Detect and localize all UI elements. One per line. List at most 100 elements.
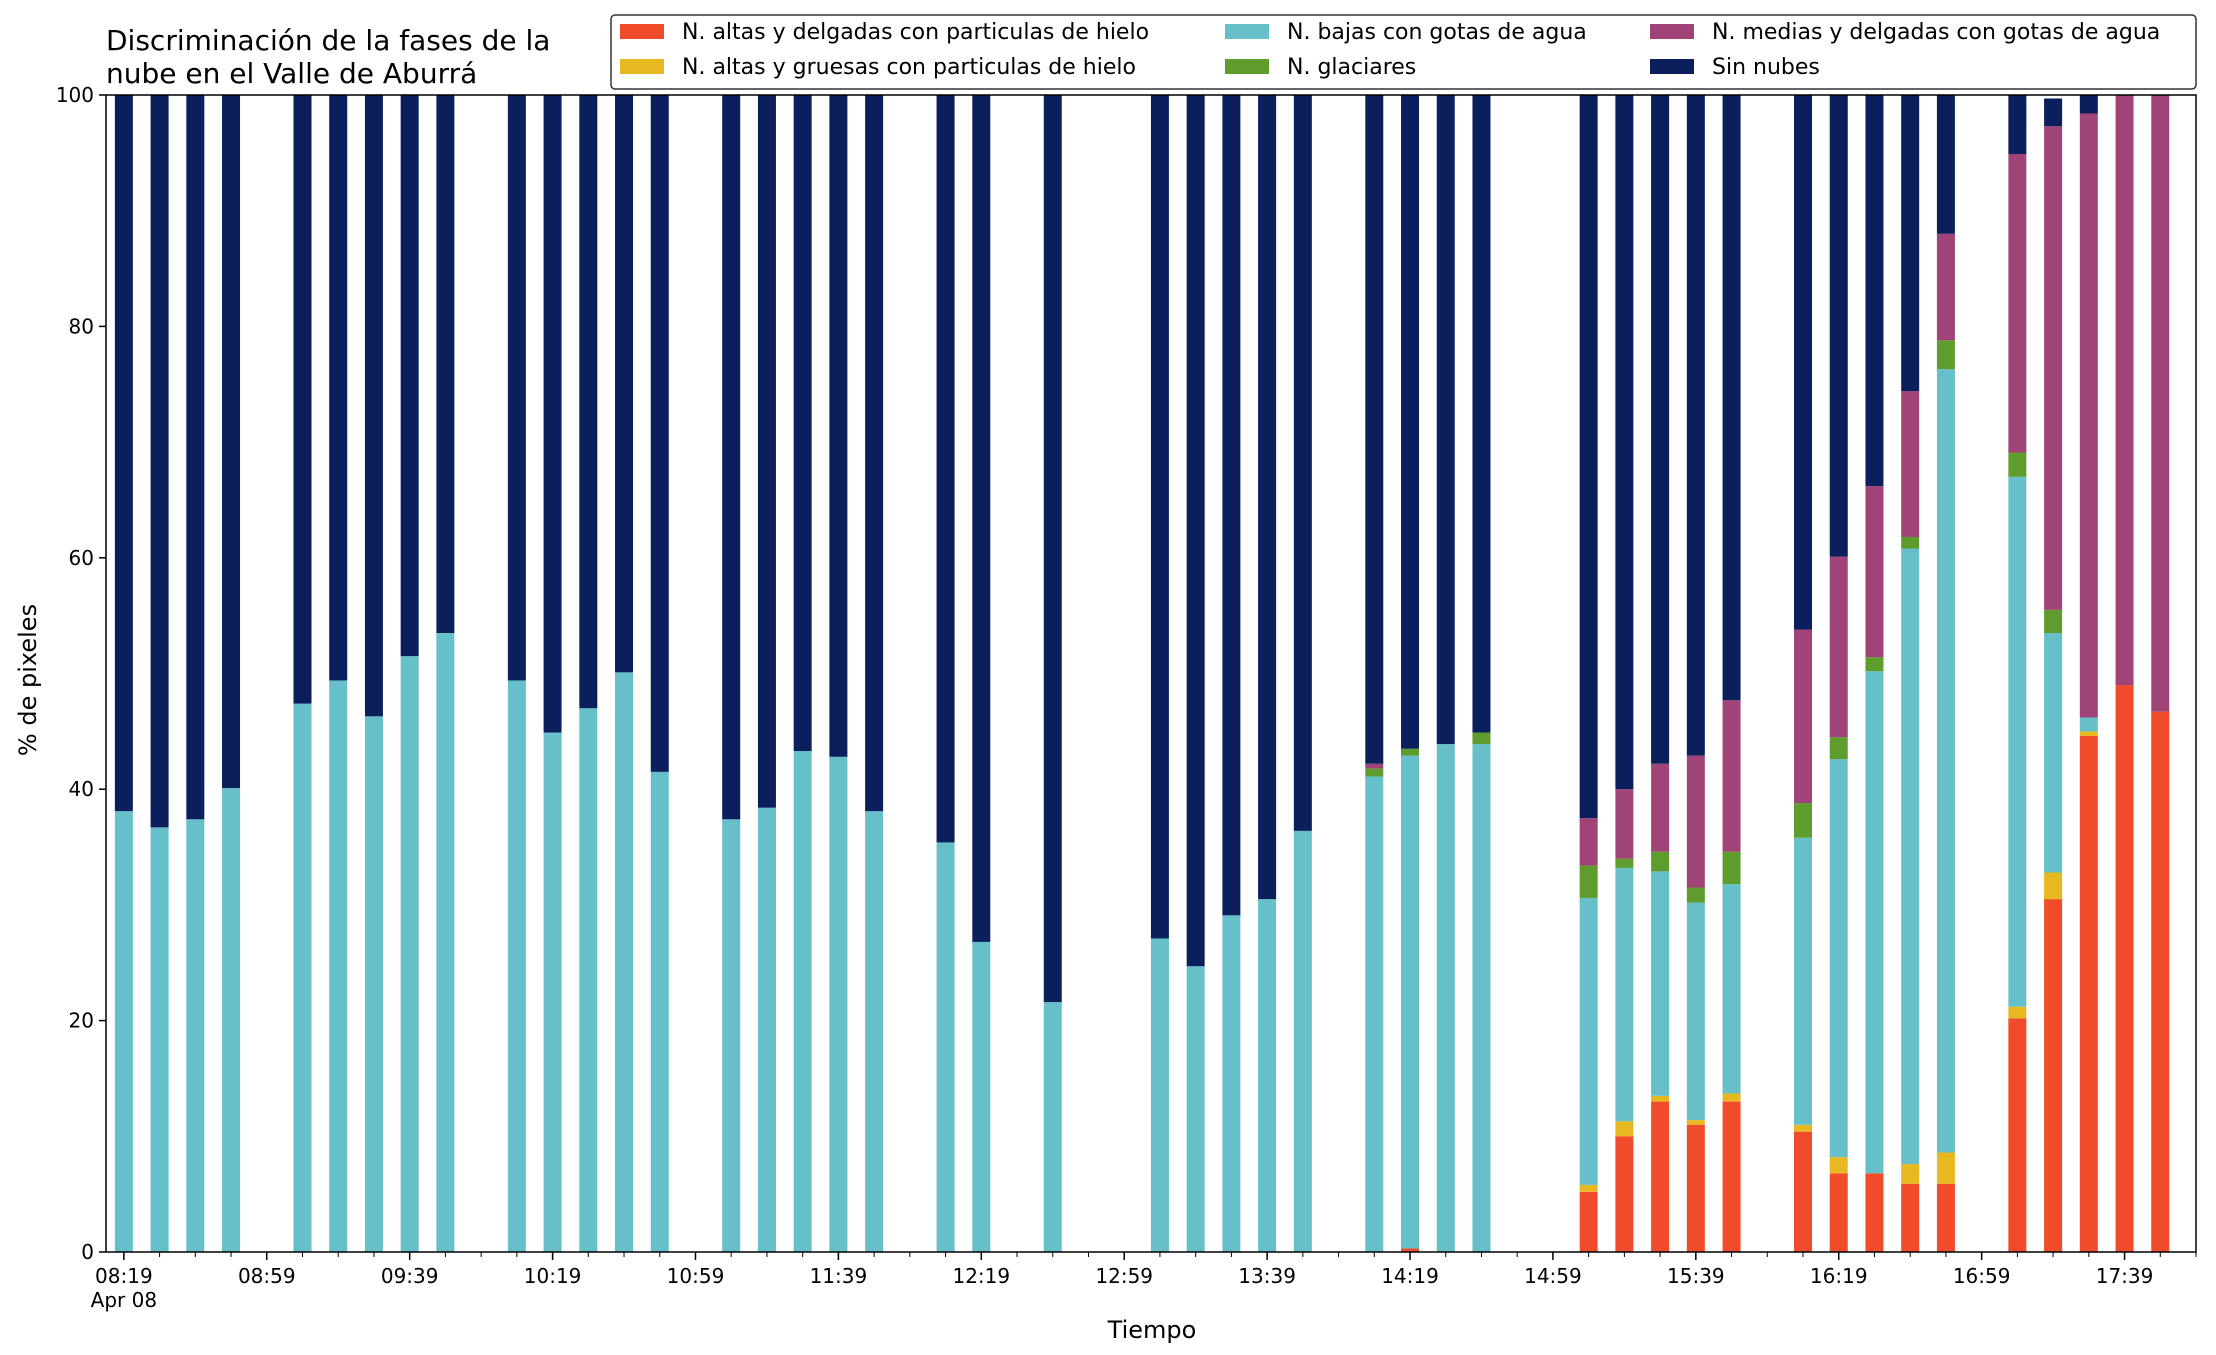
bar-segment-2 — [1293, 830, 1312, 1252]
bar-segment-2 — [722, 819, 741, 1252]
bar-segment-3 — [1936, 340, 1955, 370]
bar-segment-3 — [1651, 851, 1670, 872]
legend-label: N. bajas con gotas de agua — [1287, 20, 1587, 45]
bar-segment-2 — [1865, 671, 1884, 1174]
x-tick-label: 13:39 — [1238, 1264, 1296, 1288]
bar-segment-4 — [1865, 486, 1884, 658]
bar-segment-2 — [329, 680, 348, 1252]
bar-segment-5 — [1794, 95, 1813, 630]
bar-segment-3 — [1794, 803, 1813, 838]
bar-segment-3 — [1401, 748, 1420, 756]
bar-segment-4 — [2151, 95, 2170, 712]
bar-segment-2 — [1686, 902, 1705, 1121]
y-tick-label: 60 — [69, 546, 94, 570]
bar-segment-2 — [936, 842, 955, 1252]
x-tick-label: 08:59 — [238, 1264, 296, 1288]
bar-segment-0 — [1401, 1248, 1420, 1252]
y-tick-label: 20 — [69, 1009, 94, 1033]
bar-segment-1 — [1936, 1152, 1955, 1184]
bar-segment-2 — [1186, 966, 1205, 1252]
bar-segment-0 — [1615, 1136, 1634, 1252]
bar-segment-5 — [865, 95, 884, 812]
bar-segment-4 — [2079, 113, 2098, 718]
bar-segment-0 — [2115, 685, 2134, 1252]
bar-segment-5 — [1936, 95, 1955, 234]
bar-segment-5 — [2044, 98, 2063, 127]
bar-segment-5 — [1686, 95, 1705, 756]
bar-segment-1 — [1615, 1121, 1634, 1137]
bar-segment-5 — [1615, 95, 1634, 790]
bar-segment-5 — [972, 95, 991, 942]
bar-segment-3 — [1686, 887, 1705, 903]
chart-title-line-2: nube en el Valle de Aburrá — [106, 57, 477, 90]
bar-segment-4 — [2115, 95, 2134, 686]
bar-segment-2 — [757, 807, 776, 1252]
legend-label: Sin nubes — [1712, 55, 1820, 80]
bar-segment-4 — [1365, 763, 1384, 769]
bar-segment-5 — [543, 95, 562, 733]
bar-segment-3 — [1365, 768, 1384, 777]
bar-segment-4 — [1794, 629, 1813, 804]
bar-segment-1 — [1579, 1184, 1598, 1192]
bar-segment-5 — [1293, 95, 1312, 831]
bar-segment-0 — [1794, 1131, 1813, 1252]
bar-segment-5 — [1472, 95, 1491, 733]
bar-segment-3 — [2008, 452, 2027, 477]
bar-segment-5 — [650, 95, 669, 772]
bar-segment-2 — [1365, 776, 1384, 1252]
bar-segment-2 — [1579, 897, 1598, 1185]
bar-segment-5 — [222, 95, 241, 789]
bar-segment-1 — [2044, 872, 2063, 900]
bar-segment-5 — [2079, 95, 2098, 114]
bar-segment-4 — [1686, 755, 1705, 888]
bar-segment-5 — [1901, 95, 1920, 392]
bar-segment-5 — [293, 95, 312, 704]
bar-segment-1 — [1794, 1124, 1813, 1132]
x-tick-label: 12:59 — [1095, 1264, 1153, 1288]
bar-segment-1 — [1722, 1093, 1741, 1102]
bar-segment-2 — [293, 703, 312, 1252]
bar-segment-1 — [1829, 1157, 1848, 1174]
bar-segment-5 — [507, 95, 526, 681]
y-tick-label: 100 — [56, 83, 94, 107]
bar-segment-2 — [972, 941, 991, 1252]
bar-segment-3 — [1472, 732, 1491, 745]
x-tick-label: 08:19 — [95, 1264, 153, 1288]
legend-swatch — [620, 24, 664, 39]
bar-segment-1 — [1901, 1164, 1920, 1184]
bar-segment-5 — [1829, 95, 1848, 557]
bar-segment-2 — [1043, 1002, 1062, 1252]
legend-label: N. medias y delgadas con gotas de agua — [1712, 20, 2160, 45]
legend-swatch — [620, 59, 664, 74]
bar-segment-2 — [1472, 744, 1491, 1252]
bar-segment-0 — [2151, 711, 2170, 1252]
bar-segment-4 — [1936, 233, 1955, 341]
bar-segment-2 — [2079, 717, 2098, 732]
bar-segment-2 — [436, 633, 455, 1252]
y-tick-label: 80 — [69, 314, 94, 338]
x-tick-label: 11:39 — [810, 1264, 868, 1288]
bar-segment-5 — [114, 95, 133, 812]
legend-swatch — [1225, 59, 1269, 74]
bar-segment-4 — [1615, 789, 1634, 859]
bar-segment-5 — [2008, 95, 2027, 155]
y-tick-label: 40 — [69, 777, 94, 801]
bar-segment-1 — [2079, 731, 2098, 736]
bar-segment-2 — [1722, 884, 1741, 1094]
bar-segment-2 — [1901, 548, 1920, 1165]
bar-segment-1 — [2008, 1006, 2027, 1019]
x-tick-label: 10:59 — [667, 1264, 725, 1288]
y-tick-label: 0 — [81, 1240, 94, 1264]
bar-segment-5 — [436, 95, 455, 633]
bar-segment-0 — [2008, 1018, 2027, 1252]
x-tick-label: 14:59 — [1524, 1264, 1582, 1288]
bar-segment-2 — [150, 827, 169, 1252]
bar-segment-2 — [1258, 899, 1277, 1252]
bar-segment-5 — [1865, 95, 1884, 487]
x-axis-label: Tiempo — [1107, 1316, 1197, 1344]
bar-segment-0 — [1722, 1101, 1741, 1252]
bar-segment-0 — [1686, 1124, 1705, 1252]
x-tick-label: 09:39 — [381, 1264, 439, 1288]
bar-segment-2 — [579, 708, 598, 1252]
